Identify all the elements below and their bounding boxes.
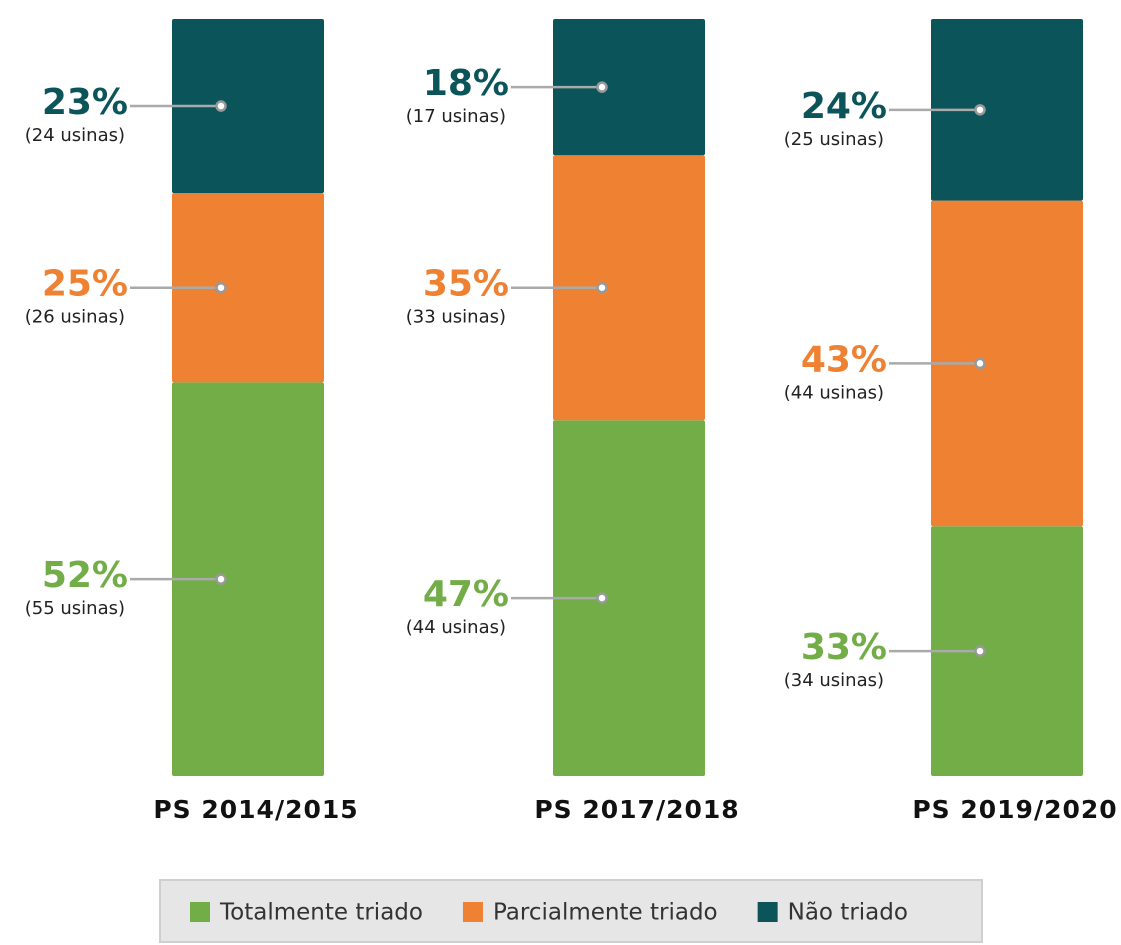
value-label: 23% [42,82,128,123]
bar-segment [931,200,1083,527]
count-label: (17 usinas) [406,106,506,127]
value-label: 43% [801,339,887,380]
bar-segment [931,19,1083,201]
bar-segment [172,382,324,776]
leader-dot [215,100,227,112]
leader-dot [974,357,986,370]
bar-segment [172,19,324,194]
count-label: (24 usinas) [25,125,125,146]
leader-dot [596,81,608,93]
bar-segment [553,19,705,156]
value-label: 18% [423,63,509,104]
count-label: (26 usinas) [25,307,125,328]
legend-swatch [757,902,778,922]
value-label: 47% [423,574,509,615]
legend-swatch [190,902,210,922]
legend-label: Totalmente triado [219,900,423,926]
count-label: (34 usinas) [784,670,884,691]
x-tick-label: PS 2017/2018 [534,795,739,824]
count-label: (25 usinas) [784,129,884,150]
bar-segment [553,155,705,421]
value-label: 35% [423,264,509,305]
count-label: (33 usinas) [406,307,506,328]
x-tick-label: PS 2019/2020 [912,795,1117,824]
count-label: (44 usinas) [406,617,506,638]
value-label: 52% [42,555,128,596]
legend-swatch [462,902,483,922]
value-label: 25% [42,264,128,305]
bar-segment [172,193,324,383]
legend-label: Não triado [788,900,908,926]
leader-dot [974,104,986,116]
legend-box [159,879,983,943]
leader-dot [596,281,608,294]
legend: Totalmente triado Parcialmente triado Não … [190,900,908,926]
x-tick-label: PS 2014/2015 [153,795,358,824]
leader-dot [215,281,227,294]
bar-segment [553,420,705,776]
leader-dot [596,592,608,604]
leader-dot [974,645,986,657]
leader-dot [215,573,227,585]
value-label: 24% [801,86,887,127]
legend-label: Parcialmente triado [493,900,718,926]
count-label: (55 usinas) [25,598,125,619]
value-label: 33% [801,627,887,668]
count-label: (44 usinas) [784,382,884,403]
bar-segment [931,526,1083,776]
